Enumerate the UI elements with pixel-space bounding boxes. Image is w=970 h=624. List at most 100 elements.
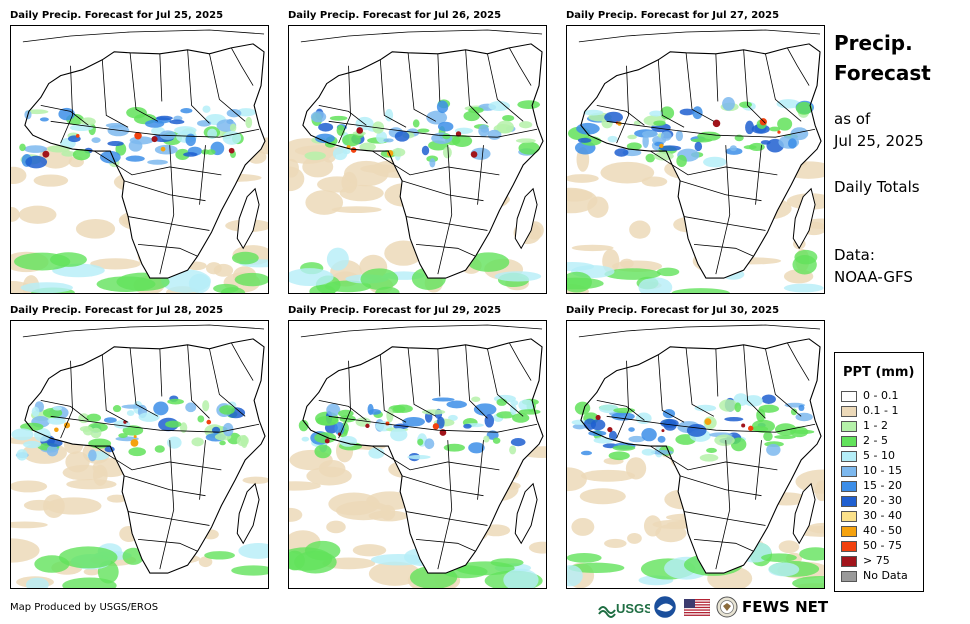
light-rain-area xyxy=(604,538,627,548)
itcz-rain-cell xyxy=(424,438,435,450)
itcz-rain-cell xyxy=(795,101,813,115)
itcz-rain-cell xyxy=(635,412,652,425)
legend-item: 0 - 0.1 xyxy=(841,389,898,403)
legend-swatch xyxy=(841,480,857,492)
country-border xyxy=(338,65,351,144)
itcz-rain-cell xyxy=(16,449,28,461)
legend-label: 10 - 15 xyxy=(863,464,902,477)
country-border xyxy=(101,59,129,128)
country-border xyxy=(40,105,89,126)
map-panel-jul27 xyxy=(566,25,825,294)
itcz-rain-cell xyxy=(719,399,738,412)
itcz-rain-cell xyxy=(47,417,66,425)
country-border xyxy=(159,348,163,397)
country-border xyxy=(765,348,802,417)
madagascar-outline xyxy=(514,482,538,545)
madagascar-outline xyxy=(514,187,538,250)
heavy-rain-cell xyxy=(228,147,235,154)
itcz-rain-cell xyxy=(649,110,664,117)
country-border xyxy=(199,440,206,500)
itcz-rain-cell xyxy=(694,404,717,412)
light-rain-area xyxy=(205,262,222,275)
country-border xyxy=(372,150,500,176)
southern-rain-band xyxy=(326,247,349,271)
itcz-rain-cell xyxy=(147,159,168,165)
itcz-rain-cell xyxy=(776,99,801,109)
itcz-rain-cell xyxy=(222,422,234,437)
legend-title: PPT (mm) xyxy=(843,365,915,380)
itcz-rain-cell xyxy=(614,148,629,157)
country-border xyxy=(465,49,488,124)
southern-rain-band xyxy=(309,284,336,293)
legend-swatch xyxy=(841,555,857,567)
itcz-rain-cell xyxy=(517,100,541,110)
itcz-rain-cell xyxy=(19,143,26,152)
country-border xyxy=(338,360,351,439)
southern-rain-band xyxy=(20,282,73,293)
legend-item: 40 - 50 xyxy=(841,524,902,538)
as-of-date: as of Jul 25, 2025 xyxy=(834,108,924,152)
itcz-rain-cell xyxy=(185,133,196,147)
legend-item: 10 - 15 xyxy=(841,464,902,478)
itcz-rain-cell xyxy=(31,406,40,417)
legend-swatch xyxy=(841,405,857,417)
country-border xyxy=(437,440,453,570)
light-rain-area xyxy=(567,467,587,492)
heavy-rain-cell xyxy=(75,134,80,138)
itcz-rain-cell xyxy=(412,119,420,128)
country-border xyxy=(50,120,260,138)
legend-swatch xyxy=(841,525,857,537)
country-border xyxy=(60,360,73,439)
heavy-rain-cell xyxy=(470,151,478,158)
itcz-rain-cell xyxy=(641,130,658,138)
itcz-rain-cell xyxy=(167,398,184,405)
mediterranean-coast xyxy=(578,324,821,338)
map-panel-jul25 xyxy=(10,25,269,294)
itcz-rain-cell xyxy=(628,435,646,443)
precip-map-svg xyxy=(11,324,268,588)
itcz-rain-cell xyxy=(486,430,499,440)
heavy-rain-cell xyxy=(607,426,613,433)
light-rain-area xyxy=(331,206,382,213)
itcz-rain-cell xyxy=(144,119,165,128)
southern-rain-band xyxy=(783,283,824,293)
itcz-rain-cell xyxy=(421,145,430,156)
panel-title-jul28: Daily Precip. Forecast for Jul 28, 2025 xyxy=(10,305,224,316)
legend-label: 0 - 0.1 xyxy=(863,389,899,402)
itcz-rain-cell xyxy=(46,445,59,457)
madagascar-outline xyxy=(236,482,260,545)
legend-item: 15 - 20 xyxy=(841,479,902,493)
itcz-rain-cell xyxy=(185,402,197,413)
itcz-rain-cell xyxy=(658,145,682,152)
country-border xyxy=(715,53,719,102)
precip-map-svg xyxy=(289,324,546,588)
itcz-rain-cell xyxy=(86,413,102,423)
itcz-rain-cell xyxy=(645,153,655,163)
country-border xyxy=(596,105,645,126)
itcz-rain-cell xyxy=(675,130,684,142)
light-rain-area xyxy=(242,476,268,484)
panel-title-jul25: Daily Precip. Forecast for Jul 25, 2025 xyxy=(10,10,224,21)
itcz-rain-cell xyxy=(730,437,747,452)
itcz-rain-cell xyxy=(103,417,117,423)
country-border xyxy=(743,49,766,124)
itcz-rain-cell xyxy=(473,403,497,416)
itcz-rain-cell xyxy=(79,426,93,432)
light-rain-area xyxy=(90,258,141,270)
itcz-rain-cell xyxy=(154,144,178,155)
southern-rain-band xyxy=(567,271,592,293)
heavy-rain-cell xyxy=(748,425,754,432)
itcz-rain-cell xyxy=(25,155,48,169)
itcz-rain-cell xyxy=(641,448,656,456)
itcz-rain-cell xyxy=(641,428,657,442)
itcz-rain-cell xyxy=(61,151,77,157)
legend-item: 0.1 - 1 xyxy=(841,404,898,418)
light-rain-area xyxy=(326,520,346,534)
country-border xyxy=(159,440,175,570)
light-rain-area xyxy=(641,176,668,187)
coastline xyxy=(580,43,822,279)
country-border xyxy=(407,52,437,122)
itcz-rain-cell xyxy=(468,107,484,114)
mediterranean-coast xyxy=(300,324,543,338)
sidebar-title-line2: Forecast xyxy=(834,61,931,85)
